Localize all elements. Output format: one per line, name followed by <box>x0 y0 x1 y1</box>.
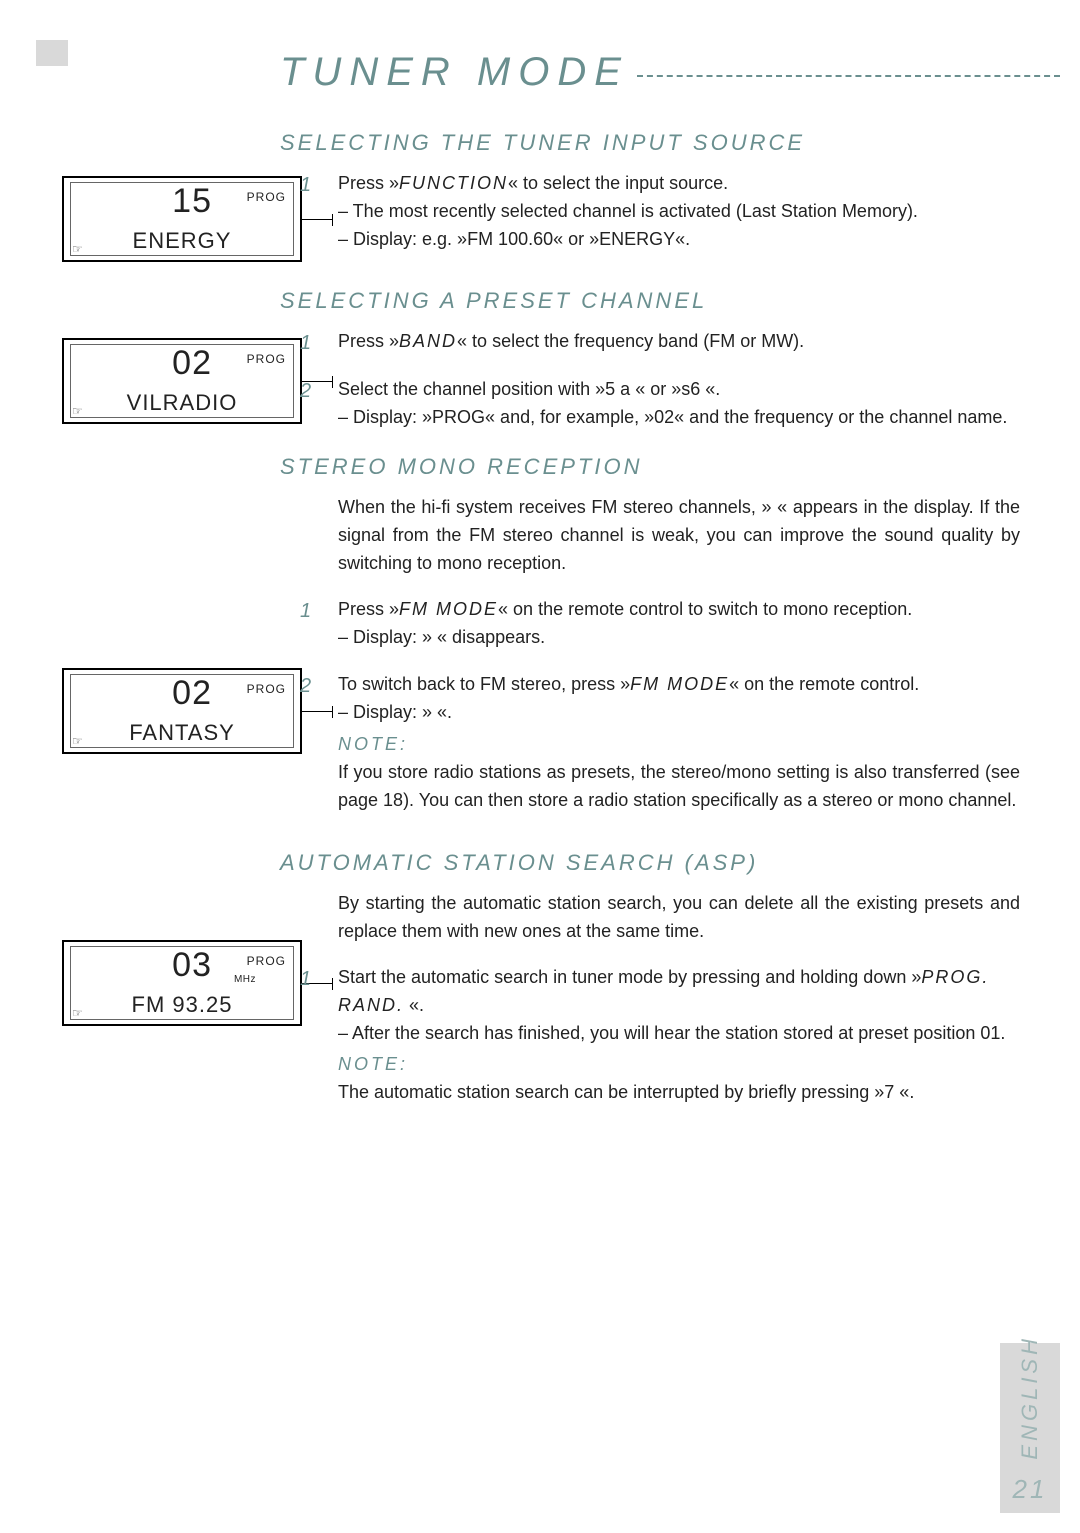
left-grey-strip <box>36 40 68 66</box>
step-text: Press »FM MODE« on the remote control to… <box>338 599 912 619</box>
step-sub: – Display: »PROG« and, for example, »02«… <box>338 404 1020 432</box>
step-sub: – Display: » «. <box>338 699 1020 727</box>
step-number: 1 <box>300 964 311 995</box>
step-text: Press »FUNCTION« to select the input sou… <box>338 173 728 193</box>
title-dash-rule <box>637 75 1060 77</box>
step-sub: – The most recently selected channel is … <box>338 198 1020 226</box>
step: 2 To switch back to FM stereo, press »FM… <box>338 671 1020 814</box>
step: 1 Press »FUNCTION« to select the input s… <box>338 170 1020 254</box>
lcd-name: FANTASY <box>62 720 302 746</box>
step-text: To switch back to FM stereo, press »FM M… <box>338 674 919 694</box>
lcd-name: VILRADIO <box>62 390 302 416</box>
section-intro: By starting the automatic station search… <box>338 890 1020 946</box>
lcd-big: 02 <box>82 344 212 383</box>
step-text: Select the channel position with »5 a « … <box>338 379 720 399</box>
language-label: ENGLISH <box>1017 1335 1043 1460</box>
lcd-mhz: MHz <box>234 974 256 985</box>
step-number: 1 <box>300 596 311 627</box>
step-sub: – Display: » « disappears. <box>338 624 1020 652</box>
hand-icon: ☞ <box>72 734 83 748</box>
step-sub: – Display: e.g. »FM 100.60« or »ENERGY«. <box>338 226 1020 254</box>
hand-icon: ☞ <box>72 1006 83 1020</box>
step-number: 2 <box>300 376 311 407</box>
lcd-display-3: 02 PROG FANTASY ☞ <box>62 668 302 754</box>
lcd-big: 02 <box>82 674 212 713</box>
section-preset-channel: SELECTING A PRESET CHANNEL 1 Press »BAND… <box>280 288 1020 452</box>
note-label: NOTE: <box>338 1051 1020 1079</box>
note-body: If you store radio stations as presets, … <box>338 759 1020 815</box>
lcd-big: 03 <box>82 946 212 985</box>
lcd-display-4: 03 PROG MHz FM 93.25 ☞ <box>62 940 302 1026</box>
step-number: 1 <box>300 328 311 359</box>
section-input-source: SELECTING THE TUNER INPUT SOURCE 1 Press… <box>280 130 1020 274</box>
lcd-display-2: 02 PROG VILRADIO ☞ <box>62 338 302 424</box>
hand-icon: ☞ <box>72 242 83 256</box>
step: 1 Press »FM MODE« on the remote control … <box>338 596 1020 652</box>
section-asp: AUTOMATIC STATION SEARCH (ASP) By starti… <box>280 850 1020 1127</box>
step-text: Start the automatic search in tuner mode… <box>338 967 989 1015</box>
section-heading: AUTOMATIC STATION SEARCH (ASP) <box>280 850 1020 876</box>
lcd-big: 15 <box>82 182 212 221</box>
lcd-name: ENERGY <box>62 228 302 254</box>
section-intro: When the hi-fi system receives FM stereo… <box>338 494 1020 578</box>
page-title: TUNER MODE <box>280 50 629 95</box>
page-number: 21 <box>1013 1474 1048 1505</box>
lcd-display-1: 15 PROG ENERGY ☞ <box>62 176 302 262</box>
step: 2 Select the channel position with »5 a … <box>338 376 1020 432</box>
page-title-row: TUNER MODE <box>280 50 1060 95</box>
step: 1 Press »BAND« to select the frequency b… <box>338 328 1020 356</box>
step-number: 1 <box>300 170 311 201</box>
step: 1 Start the automatic search in tuner mo… <box>338 964 1020 1107</box>
section-heading: SELECTING A PRESET CHANNEL <box>280 288 1020 314</box>
section-heading: STEREO MONO RECEPTION <box>280 454 1020 480</box>
step-sub: – After the search has finished, you wil… <box>338 1020 1020 1048</box>
lcd-name: FM 93.25 <box>62 992 302 1018</box>
step-number: 2 <box>300 671 311 702</box>
section-heading: SELECTING THE TUNER INPUT SOURCE <box>280 130 1020 156</box>
note-body: The automatic station search can be inte… <box>338 1079 1020 1107</box>
footer-tab: ENGLISH 21 <box>1000 1343 1060 1513</box>
section-stereo-mono: STEREO MONO RECEPTION When the hi-fi sys… <box>280 454 1020 835</box>
hand-icon: ☞ <box>72 404 83 418</box>
note-label: NOTE: <box>338 731 1020 759</box>
step-text: Press »BAND« to select the frequency ban… <box>338 331 804 351</box>
